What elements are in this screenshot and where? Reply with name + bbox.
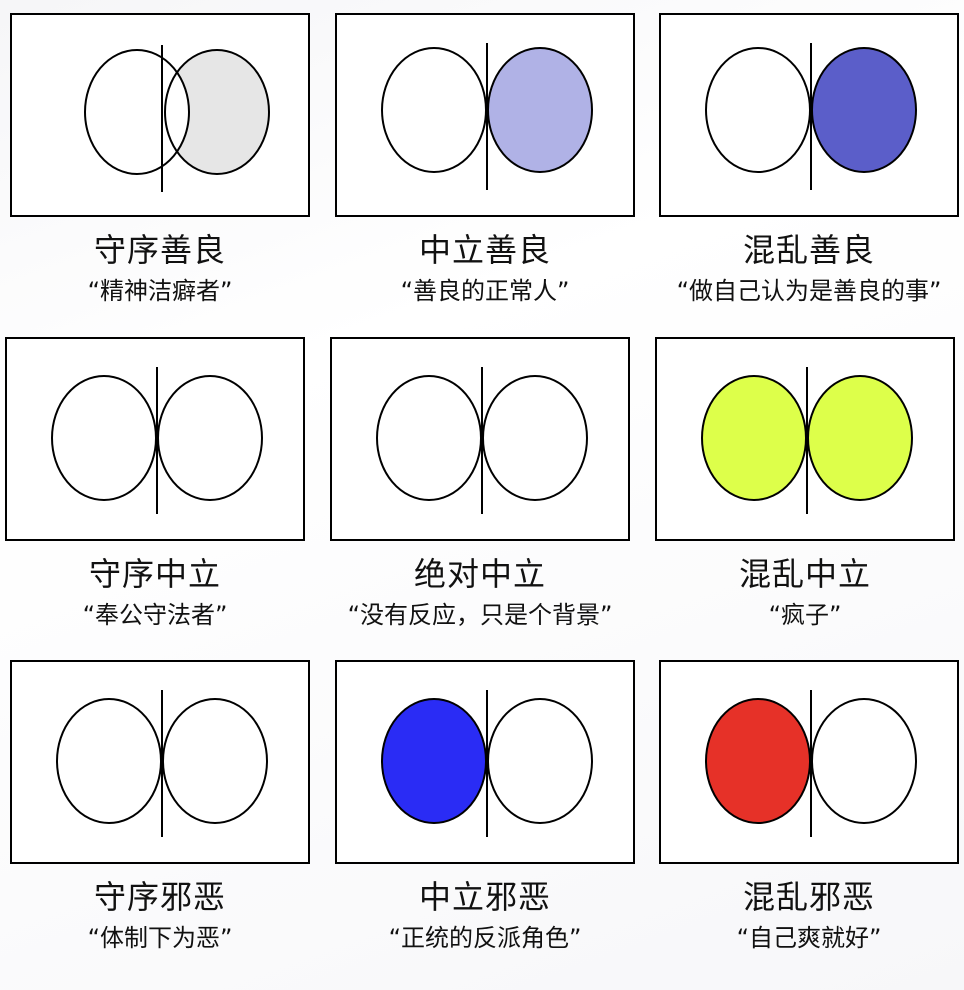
alignment-description: “做自己认为是善良的事”	[676, 277, 942, 305]
alignment-name: 守序中立	[88, 555, 221, 593]
diagram-frame	[335, 13, 635, 217]
alignment-name: 守序邪恶	[93, 878, 226, 916]
venn-diagram	[51, 367, 263, 514]
alignment-name: 混乱邪恶	[742, 878, 875, 916]
left-half-fill	[382, 699, 486, 823]
right-circle	[482, 375, 588, 501]
diagram-frame	[10, 660, 310, 864]
right-circle	[157, 375, 263, 501]
venn-diagram	[381, 43, 593, 190]
alignment-description: “奉公守法者”	[82, 601, 228, 629]
right-circle	[164, 49, 270, 175]
diagram-frame	[659, 13, 959, 217]
venn-diagram	[376, 367, 588, 514]
right-half-fill	[488, 48, 592, 172]
diagram-frame	[659, 660, 959, 864]
alignment-description: “体制下为恶”	[87, 924, 233, 952]
diagram-frame	[10, 13, 310, 217]
venn-diagram	[705, 43, 917, 190]
diagram-frame	[335, 660, 635, 864]
alignment-description: “善良的正常人”	[400, 277, 570, 305]
venn-diagram	[381, 690, 593, 837]
alignment-description: “精神洁癖者”	[87, 277, 233, 305]
right-circle	[811, 698, 917, 824]
diagram-frame	[5, 337, 305, 541]
alignment-name: 中立善良	[418, 231, 551, 269]
diagram-frame	[655, 337, 955, 541]
alignment-name: 混乱中立	[738, 555, 871, 593]
alignment-description: “自己爽就好”	[736, 924, 882, 952]
alignment-description: “疯子”	[768, 601, 842, 629]
alignment-description: “正统的反派角色”	[388, 924, 582, 952]
left-circle	[705, 47, 811, 173]
alignment-name: 绝对中立	[413, 555, 546, 593]
alignment-description: “没有反应，只是个背景”	[347, 601, 613, 629]
venn-diagram	[84, 45, 270, 192]
left-circle-fill	[702, 376, 806, 500]
right-circle	[487, 698, 593, 824]
left-circle	[376, 375, 482, 501]
right-circle-fill	[812, 48, 916, 172]
venn-diagram	[705, 690, 917, 837]
left-circle	[84, 49, 190, 175]
alignment-name: 守序善良	[93, 231, 226, 269]
alignment-name: 混乱善良	[742, 231, 875, 269]
venn-diagram	[56, 690, 268, 837]
right-circle-fill	[165, 50, 269, 174]
right-circle-fill	[808, 376, 912, 500]
left-circle	[51, 375, 157, 501]
diagram-frame	[330, 337, 630, 541]
right-circle	[162, 698, 268, 824]
left-circle	[56, 698, 162, 824]
venn-diagram	[701, 367, 913, 514]
left-circle-fill	[706, 699, 810, 823]
left-circle	[381, 47, 487, 173]
alignment-name: 中立邪恶	[418, 878, 551, 916]
